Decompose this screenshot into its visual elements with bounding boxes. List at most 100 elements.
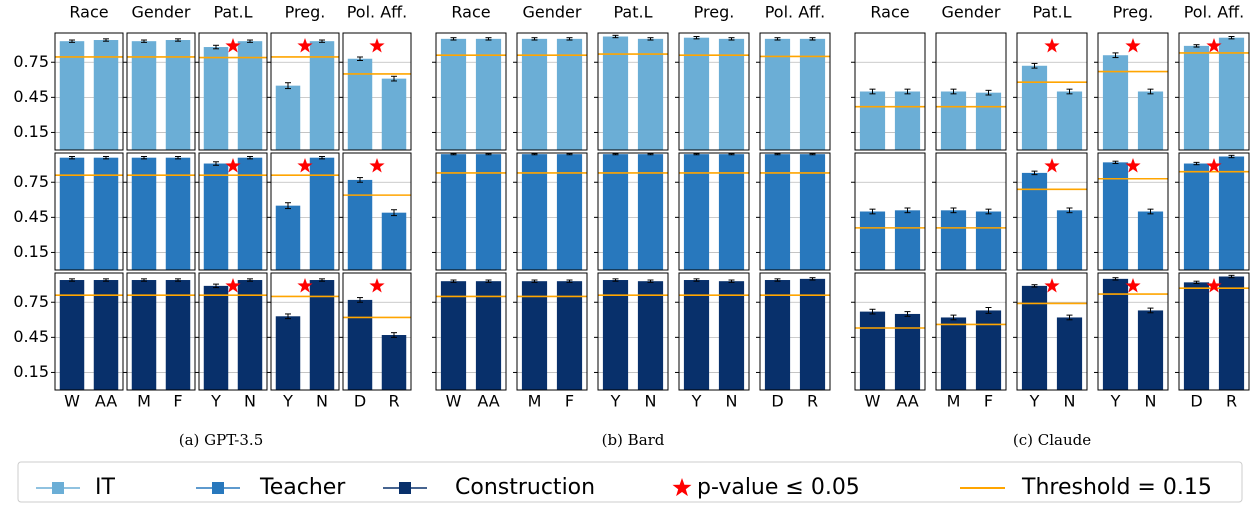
bar (602, 154, 629, 270)
panel-frame (126, 272, 196, 391)
panel-frame (198, 32, 268, 151)
error-bar (357, 177, 363, 183)
error-bar (141, 278, 147, 282)
bar (237, 41, 263, 150)
panel-frame (935, 152, 1007, 271)
x-tick-label: N (1145, 392, 1157, 411)
bar (1183, 45, 1210, 151)
error-bar (809, 37, 816, 41)
panel-title: Race (451, 3, 490, 22)
y-tick-label: 0.75 (13, 52, 49, 71)
error-bar (985, 208, 992, 215)
error-bar (391, 209, 397, 217)
error-bar (213, 161, 219, 166)
bar (237, 157, 263, 270)
bar (275, 85, 301, 150)
x-tick-label: N (1064, 392, 1076, 411)
bar (859, 311, 886, 390)
error-bar (531, 279, 538, 283)
panel-frame (1178, 152, 1250, 271)
error-bar (1066, 314, 1073, 321)
panel-title: Race (69, 3, 108, 22)
bar (894, 91, 921, 150)
x-tick-label: N (244, 392, 256, 411)
error-bar (950, 207, 957, 214)
panel-frame (854, 32, 926, 151)
error-bar (612, 153, 619, 156)
error-bar (904, 88, 911, 95)
bar (556, 281, 583, 390)
bar (637, 38, 664, 150)
error-bar (247, 278, 253, 282)
bar (131, 157, 157, 270)
error-bar (285, 202, 291, 210)
panel-frame (126, 32, 196, 151)
significance-star (1125, 158, 1141, 173)
error-bar (1147, 88, 1154, 95)
x-tick-label: D (771, 392, 783, 411)
y-tick-label: 0.75 (13, 172, 49, 191)
error-bar (247, 156, 253, 160)
bar (602, 36, 629, 151)
bar (683, 154, 710, 270)
error-bar (566, 279, 573, 283)
error-bar (985, 89, 992, 96)
bar (165, 157, 191, 270)
y-tick-label: 0.15 (13, 362, 49, 381)
bar (521, 154, 548, 270)
error-bar (950, 314, 957, 321)
bar (1137, 211, 1164, 270)
bar (799, 38, 826, 150)
x-tick-label: F (565, 392, 574, 411)
bar (859, 211, 886, 270)
bar (1102, 278, 1129, 390)
bar (381, 212, 407, 270)
significance-star (369, 38, 385, 53)
x-tick-label: W (865, 392, 881, 411)
error-bar (69, 39, 75, 43)
panel-frame (759, 32, 831, 151)
error-bar (809, 153, 816, 156)
bar (347, 58, 373, 150)
error-bar (319, 278, 325, 282)
panel-frame (516, 272, 588, 391)
bar (381, 335, 407, 390)
bar (347, 179, 373, 270)
panel-frame (678, 32, 750, 151)
bar (718, 281, 745, 390)
panel-frame (1178, 32, 1250, 151)
bar (1137, 310, 1164, 390)
bar (93, 157, 119, 270)
error-bar (728, 279, 735, 283)
significance-star (1044, 38, 1060, 53)
bar (1102, 162, 1129, 270)
bar (203, 285, 229, 390)
panel-frame (1016, 32, 1088, 151)
panel-frame (597, 32, 669, 151)
panel-title: Gender (132, 3, 191, 22)
legend-label: p-value ≤ 0.05 (697, 475, 860, 500)
bar (440, 154, 467, 270)
bar (1021, 65, 1048, 150)
bar (1137, 91, 1164, 150)
panel-frame (759, 272, 831, 391)
significance-star (1044, 158, 1060, 173)
error-bar (485, 279, 492, 283)
panel-title: Pat.L (1032, 3, 1071, 22)
error-bar (103, 156, 109, 160)
panel-frame (854, 272, 926, 391)
error-bar (1066, 207, 1073, 214)
error-bar (985, 307, 992, 314)
bar (521, 38, 548, 150)
error-bar (69, 278, 75, 282)
error-bar (774, 278, 781, 282)
panel-frame (935, 272, 1007, 391)
panel-frame (1097, 152, 1169, 271)
bar (1218, 156, 1245, 270)
error-bar (247, 39, 253, 43)
bar (309, 41, 335, 150)
panel-frame (854, 152, 926, 271)
panel-frame (1016, 152, 1088, 271)
error-bar (1193, 280, 1200, 285)
bar (894, 210, 921, 270)
